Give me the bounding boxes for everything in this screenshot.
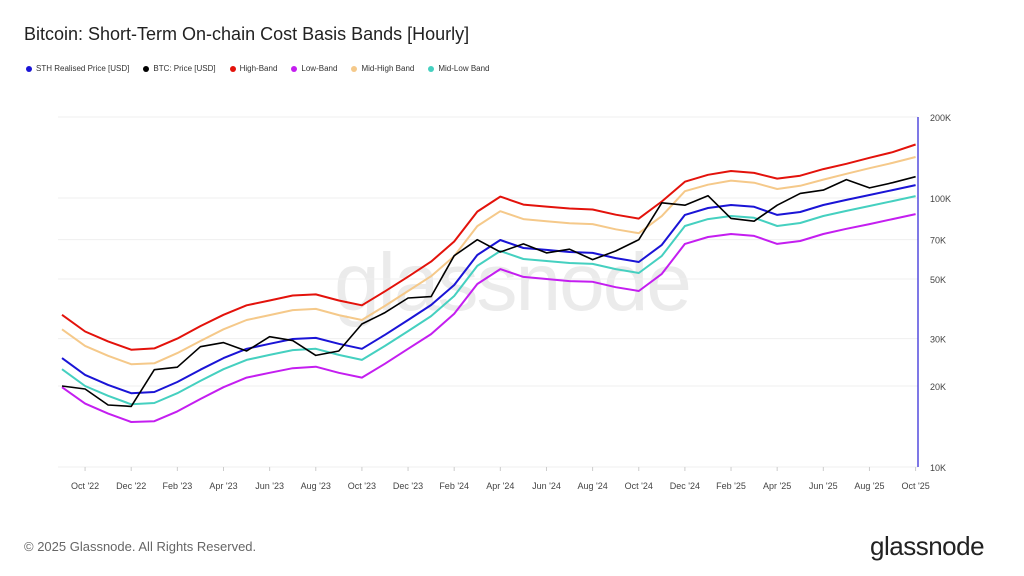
x-tick-label: Aug '24: [577, 481, 607, 491]
chart-title: Bitcoin: Short-Term On-chain Cost Basis …: [24, 24, 470, 44]
x-tick-label: Feb '24: [439, 481, 469, 491]
y-tick-label: 100K: [930, 194, 951, 204]
legend-marker: [229, 65, 236, 72]
glassnode-logo: glassnode: [870, 531, 985, 561]
legend-item[interactable]: STH Realised Price [USD]: [26, 64, 129, 73]
legend-item[interactable]: Mid-Low Band: [428, 64, 490, 73]
x-tick-label: Oct '25: [901, 481, 929, 491]
copyright: © 2025 Glassnode. All Rights Reserved.: [24, 539, 257, 554]
x-tick-label: Dec '22: [116, 481, 146, 491]
series-line-sth-realised-price-usd-: [61, 184, 916, 395]
legend-marker: [143, 65, 150, 72]
x-tick-label: Apr '25: [763, 481, 791, 491]
x-tick-label: Dec '24: [670, 481, 700, 491]
x-tick-label: Aug '23: [301, 481, 331, 491]
legend: STH Realised Price [USD] BTC: Price [USD]…: [26, 64, 490, 73]
series-line-low-band: [61, 213, 916, 423]
x-tick-label: Oct '24: [625, 481, 653, 491]
y-tick-label: 20K: [930, 382, 946, 392]
y-tick-label: 70K: [930, 236, 946, 246]
y-tick-label: 30K: [930, 335, 946, 345]
watermark: glassnode: [334, 237, 690, 328]
x-tick-label: Aug '25: [854, 481, 884, 491]
y-tick-label: 50K: [930, 275, 946, 285]
series-line-high-band: [61, 143, 916, 351]
legend-label: Mid-Low Band: [438, 64, 490, 73]
legend-item[interactable]: BTC: Price [USD]: [143, 64, 216, 73]
legend-marker: [351, 65, 358, 72]
x-tick-label: Apr '23: [209, 481, 237, 491]
x-tick-label: Oct '22: [71, 481, 99, 491]
y-tick-label: 10K: [930, 463, 946, 473]
legend-item[interactable]: Low-Band: [291, 64, 337, 73]
legend-marker: [26, 65, 32, 72]
legend-label: Low-Band: [301, 64, 338, 73]
x-tick-label: Feb '25: [716, 481, 746, 491]
x-tick-label: Dec '23: [393, 481, 423, 491]
legend-marker: [291, 65, 298, 72]
x-tick-label: Apr '24: [486, 481, 514, 491]
legend-label: BTC: Price [USD]: [153, 64, 216, 73]
legend-label: STH Realised Price [USD]: [36, 64, 130, 73]
x-tick-label: Oct '23: [348, 481, 376, 491]
series-line-btc-price-usd-: [61, 175, 916, 408]
legend-label: Mid-High Band: [361, 64, 415, 73]
legend-label: High-Band: [239, 64, 278, 73]
x-tick-label: Jun '24: [532, 481, 561, 491]
series-line-mid-low-band: [61, 195, 916, 406]
legend-item[interactable]: Mid-High Band: [351, 64, 414, 73]
legend-marker: [428, 65, 435, 72]
y-tick-label: 200K: [930, 113, 951, 123]
x-tick-label: Jun '23: [255, 481, 284, 491]
series-line-mid-high-band: [61, 156, 916, 366]
x-tick-label: Feb '23: [162, 481, 192, 491]
legend-item[interactable]: High-Band: [229, 64, 278, 73]
x-tick-label: Jun '25: [809, 481, 838, 491]
